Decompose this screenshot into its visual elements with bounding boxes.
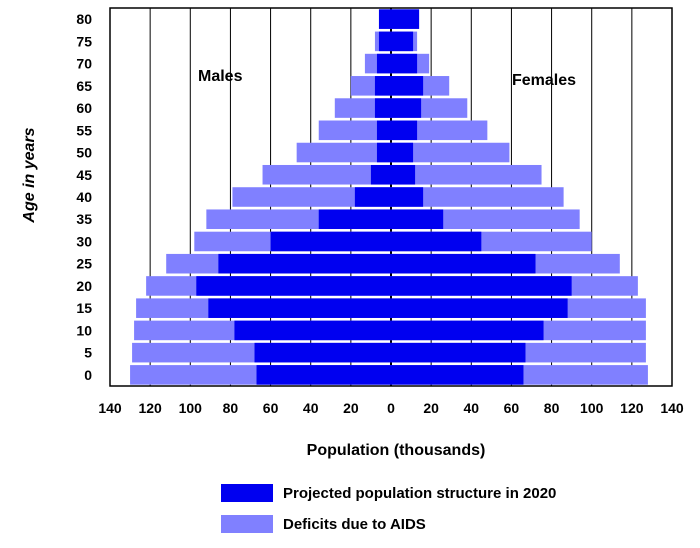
y-tick-label: 5 — [84, 345, 92, 361]
bar-deficit-male-55 — [318, 120, 391, 141]
bar-projected-female-80 — [391, 9, 420, 29]
females-label: Females — [512, 72, 576, 89]
males-label: Males — [198, 68, 243, 85]
y-tick-label: 50 — [76, 145, 92, 161]
y-tick-label: 70 — [76, 56, 92, 72]
y-tick-label: 65 — [76, 78, 92, 94]
x-tick-label: 140 — [98, 400, 122, 416]
bar-projected-female-20 — [391, 276, 572, 296]
plot-frame — [109, 7, 673, 387]
bar-projected-male-35 — [318, 209, 391, 230]
bar-projected-female-35 — [391, 209, 444, 230]
x-tick-label: 120 — [138, 400, 162, 416]
x-tick-label: 100 — [580, 400, 604, 416]
bar-deficit-male-40 — [232, 187, 391, 207]
bar-projected-male-20 — [196, 276, 391, 296]
x-tick-label: 120 — [620, 400, 644, 416]
bar-projected-male-0 — [256, 365, 391, 385]
bar-deficit-male-45 — [262, 164, 391, 185]
y-tick-label: 45 — [76, 167, 92, 183]
y-axis-title: Age in years — [21, 127, 38, 223]
x-tick-label: 100 — [179, 400, 203, 416]
bar-projected-male-10 — [234, 320, 391, 341]
x-tick-label: 40 — [463, 400, 479, 416]
y-tick-label: 60 — [76, 100, 92, 116]
bar-projected-female-10 — [391, 320, 544, 341]
bar-projected-male-5 — [254, 342, 391, 363]
legend-swatch-projected — [221, 484, 273, 502]
x-tick-labels: 140 120 100 80 60 40 20 0 20 40 60 80 100 120 140 — [98, 400, 684, 416]
x-tick-label: 40 — [303, 400, 319, 416]
bar-projected-female-70 — [391, 53, 418, 74]
y-tick-label: 75 — [76, 33, 92, 49]
bar-projected-female-25 — [391, 253, 536, 274]
x-tick-label: 20 — [343, 400, 359, 416]
bar-projected-male-25 — [218, 253, 391, 274]
bar-projected-male-50 — [376, 142, 391, 163]
bar-projected-female-60 — [391, 98, 422, 118]
bar-projected-female-55 — [391, 120, 418, 141]
x-tick-label: 60 — [504, 400, 520, 416]
y-tick-labels: 0 5 10 15 20 25 30 35 40 45 50 55 60 65 70 75 80 — [76, 11, 92, 383]
legend-label-projected: Projected population structure in 2020 — [283, 484, 557, 502]
y-tick-label: 15 — [76, 300, 92, 316]
bar-projected-female-5 — [391, 342, 526, 363]
bar-projected-female-15 — [391, 298, 568, 318]
bar-projected-male-80 — [378, 9, 391, 29]
x-tick-label: 80 — [544, 400, 560, 416]
bar-projected-female-75 — [391, 31, 414, 52]
x-tick-label: 0 — [387, 400, 395, 416]
bar-projected-female-30 — [391, 231, 482, 252]
y-tick-label: 80 — [76, 11, 92, 27]
legend-label-deficit: Deficits due to AIDS — [283, 515, 426, 533]
x-tick-label: 60 — [263, 400, 279, 416]
bar-projected-male-70 — [376, 53, 391, 74]
bar-deficit-male-50 — [296, 142, 391, 163]
bar-projected-female-40 — [391, 187, 424, 207]
y-tick-label: 40 — [76, 189, 92, 205]
bar-deficit-female-45 — [391, 164, 542, 185]
bar-projected-male-65 — [374, 76, 391, 96]
bar-deficit-female-50 — [391, 142, 510, 163]
bar-projected-male-30 — [270, 231, 391, 252]
y-tick-label: 0 — [84, 367, 92, 383]
bar-projected-female-65 — [391, 76, 424, 96]
legend-item-projected: Projected population structure in 2020 — [221, 484, 556, 502]
bar-projected-female-50 — [391, 142, 414, 163]
bar-deficit-female-40 — [391, 187, 564, 207]
bar-projected-male-75 — [378, 31, 391, 52]
y-tick-label: 55 — [76, 122, 92, 138]
bar-projected-male-60 — [374, 98, 391, 118]
bar-projected-male-55 — [376, 120, 391, 141]
x-axis-title: Population (thousands) — [307, 442, 486, 459]
bar-projected-female-0 — [391, 365, 524, 385]
y-tick-label: 25 — [76, 256, 92, 272]
legend-item-deficit: Deficits due to AIDS — [221, 515, 426, 533]
bar-projected-male-45 — [370, 164, 391, 185]
y-tick-label: 10 — [76, 322, 92, 338]
bars — [130, 9, 648, 385]
y-tick-label: 35 — [76, 211, 92, 227]
bar-projected-male-15 — [208, 298, 391, 318]
x-tick-label: 80 — [223, 400, 239, 416]
x-tick-label: 20 — [423, 400, 439, 416]
y-tick-label: 20 — [76, 278, 92, 294]
x-tick-label: 140 — [660, 400, 684, 416]
y-tick-label: 30 — [76, 233, 92, 249]
bar-projected-female-45 — [391, 164, 416, 185]
bar-projected-male-40 — [354, 187, 391, 207]
legend-swatch-deficit — [221, 515, 273, 533]
